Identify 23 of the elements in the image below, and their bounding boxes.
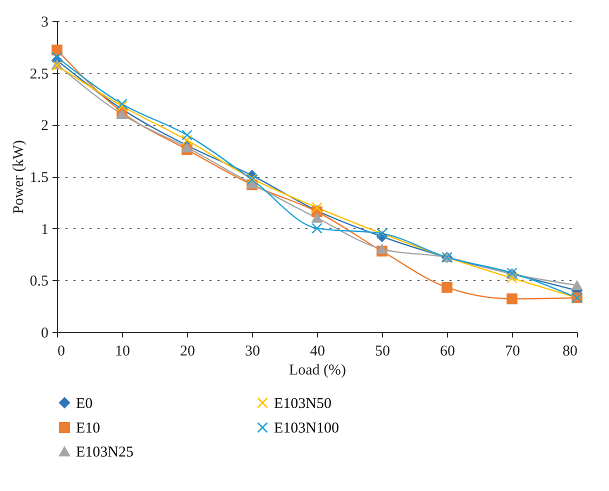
x-tick-label: 0	[58, 344, 65, 360]
y-tick-label: 1	[41, 222, 48, 238]
x-tick-label: 10	[115, 344, 130, 360]
y-tick-label: 0.5	[30, 274, 48, 290]
legend-label: E103N25	[76, 444, 134, 460]
x-tick-label: 80	[562, 344, 578, 360]
x-tick-label: 70	[505, 344, 520, 360]
x-axis-title: Load (%)	[288, 362, 346, 378]
y-tick-label: 1.5	[30, 170, 48, 186]
y-tick-label: 3	[41, 14, 48, 30]
y-tick-label: 0	[41, 326, 48, 342]
x-tick-label: 60	[440, 344, 455, 360]
x-tick-label: 20	[180, 344, 195, 360]
legend-label: E103N100	[274, 420, 339, 436]
x-tick-label: 50	[375, 344, 390, 360]
y-tick-label: 2	[41, 118, 48, 134]
legend-label: E103N50	[274, 396, 332, 412]
x-tick-label: 30	[245, 344, 260, 360]
legend-label: E10	[76, 420, 100, 436]
legend-label: E0	[76, 396, 93, 412]
y-tick-label: 2.5	[30, 66, 48, 82]
y-axis-title: Power (kW)	[10, 140, 27, 214]
x-tick-label: 40	[310, 344, 325, 360]
